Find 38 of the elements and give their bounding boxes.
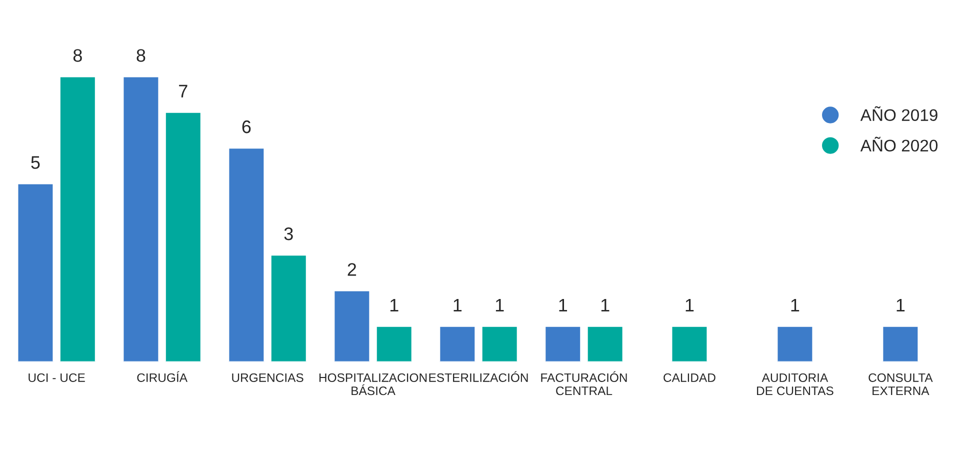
legend-label: AÑO 2019 (860, 106, 938, 121)
bar (438, 326, 476, 362)
data-label: 5 (31, 156, 40, 169)
x-tick-label: UCI - UCE (28, 373, 85, 382)
data-label: 3 (284, 227, 293, 240)
data-label: 7 (179, 84, 188, 98)
x-tick-label: FACTURACIÓN CENTRAL (541, 371, 627, 396)
bar (544, 326, 582, 362)
data-label: 1 (390, 298, 398, 312)
bar (270, 254, 308, 362)
bar (122, 76, 160, 362)
x-tick-label: AUDITORIA DE CUENTAS (757, 373, 834, 396)
data-label: 8 (73, 49, 82, 62)
data-label: 1 (496, 298, 504, 312)
bar (333, 290, 371, 362)
x-tick-label: CONSULTA EXTERNA (868, 373, 933, 396)
data-label: 1 (896, 298, 905, 312)
legend-label: AÑO 2020 (860, 136, 938, 152)
bar (586, 326, 624, 362)
bar (375, 326, 413, 362)
data-label: 1 (686, 298, 694, 312)
x-tick-label: CIRUGÍA (137, 371, 188, 382)
x-tick-label: CALIDAD (664, 373, 716, 382)
data-label: 6 (242, 120, 251, 134)
data-label: 1 (601, 298, 610, 312)
data-label: 1 (791, 298, 800, 312)
bar (164, 112, 202, 362)
data-label: 2 (348, 263, 356, 276)
x-tick-label: HOSPITALIZACION BÁSICA (319, 373, 427, 396)
data-label: 1 (454, 298, 462, 312)
data-label: 1 (559, 298, 568, 312)
data-label: 8 (136, 49, 146, 62)
x-tick-label: ESTERILIZACIÓN (429, 371, 528, 382)
bar (59, 76, 96, 362)
x-tick-label: URGENCIAS (232, 373, 304, 382)
bar (228, 147, 266, 362)
bar (16, 182, 54, 362)
bar (480, 326, 518, 362)
